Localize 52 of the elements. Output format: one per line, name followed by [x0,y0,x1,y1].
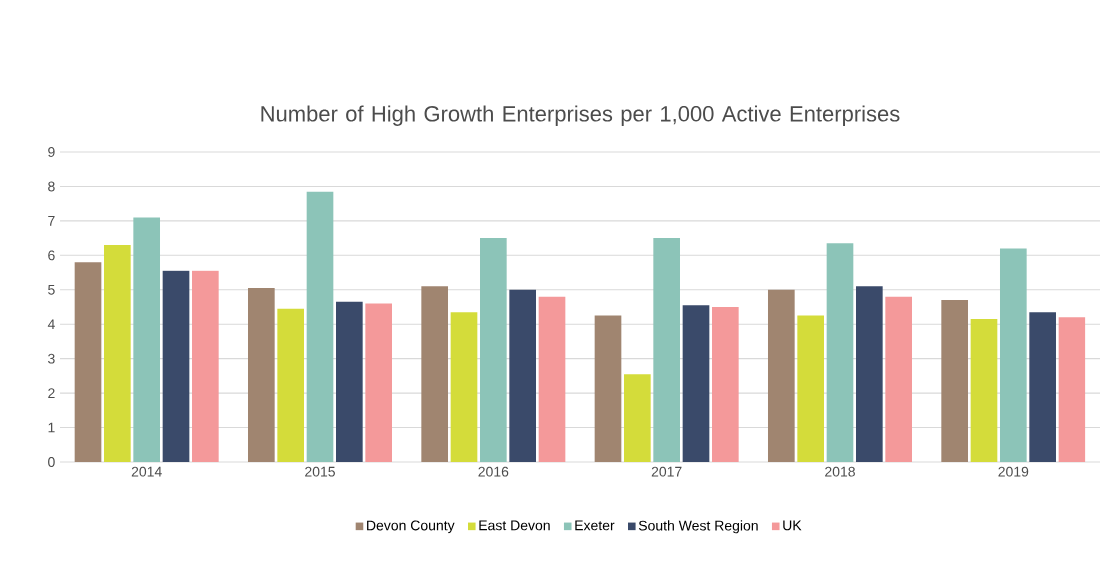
y-tick-label: 8 [48,181,55,192]
bar [336,301,363,462]
x-tick-label: 2019 [998,466,1029,477]
bar [885,296,912,462]
bar [712,306,739,462]
legend-label: UK [783,520,802,531]
bar [856,286,883,462]
bar [306,191,334,462]
bar [74,262,102,462]
bar [624,374,651,462]
x-tick-label: 2017 [651,466,682,477]
x-tick-label: 2016 [478,466,509,477]
bar [594,315,622,462]
bar [162,270,190,462]
bar [767,289,795,462]
bar [192,270,219,462]
legend-label: East Devon [479,520,550,531]
bar [797,315,824,462]
x-tick-label: 2014 [131,466,162,477]
y-tick-label: 4 [47,319,55,330]
bar [277,308,305,462]
y-tick-label: 9 [48,147,55,157]
y-tick-label: 2 [48,388,55,398]
bar [999,248,1027,462]
bar [682,305,710,462]
y-tick-label: 6 [48,250,55,261]
chart-title: Number of High Growth Enterprises per 1,000 Active Enterprises [261,105,900,126]
bar [248,288,275,462]
bar [509,289,536,462]
y-tick-label: 5 [48,284,55,295]
bar [480,238,507,462]
legend-label: Devon County [367,520,455,534]
bar [941,300,968,462]
y-tick-label: 7 [48,216,55,226]
legend-label: Exeter [575,520,615,531]
bar [826,243,854,462]
y-tick-label: 0 [48,457,55,467]
bar [653,238,680,462]
y-tick-label: 1 [48,422,55,433]
bar [970,319,998,462]
bar [133,217,161,462]
bar [1058,317,1086,462]
bar [538,296,566,462]
bar [104,244,131,462]
bar [421,286,448,462]
legend-label: South West Region [638,520,758,534]
bar [1029,312,1056,462]
bar [365,303,392,462]
x-tick-label: 2018 [825,466,855,477]
y-tick-label: 3 [48,353,55,364]
x-tick-label: 2015 [305,466,335,477]
bar [450,312,478,462]
